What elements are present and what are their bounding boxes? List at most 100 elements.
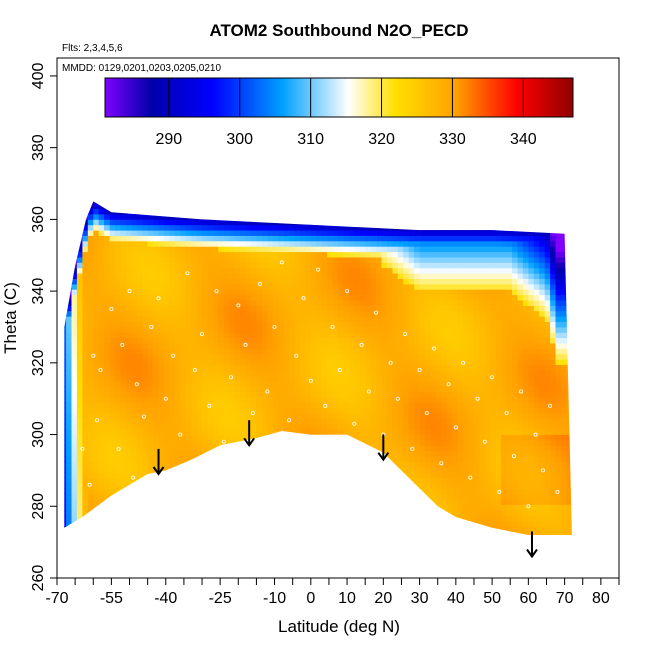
- field-cell: [441, 520, 448, 527]
- field-cell: [441, 321, 448, 328]
- field-cell: [109, 219, 116, 226]
- field-cell: [441, 483, 448, 489]
- field-cell: [386, 337, 393, 344]
- field-cell: [223, 488, 230, 495]
- field-cell: [278, 305, 284, 312]
- field-cell: [93, 257, 100, 263]
- field-cell: [343, 450, 350, 457]
- field-cell: [202, 375, 208, 382]
- field-cell: [180, 321, 187, 328]
- field-cell: [147, 493, 154, 500]
- field-cell: [425, 407, 431, 414]
- field-cell: [267, 251, 274, 258]
- field-cell: [169, 219, 176, 226]
- field-cell: [87, 520, 94, 527]
- field-cell: [212, 520, 219, 527]
- field-cell: [354, 472, 361, 478]
- field-cell: [370, 509, 377, 516]
- field-cell: [109, 201, 116, 204]
- field-cell: [354, 343, 361, 349]
- field-cell: [370, 224, 377, 231]
- field-cell: [310, 499, 317, 505]
- field-cell: [125, 321, 132, 328]
- field-cell: [419, 520, 426, 527]
- field-cell: [142, 359, 148, 365]
- field-cell: [365, 531, 371, 535]
- field-cell: [310, 466, 317, 473]
- field-cell: [180, 434, 187, 441]
- field-cell: [446, 439, 453, 446]
- field-cell: [109, 439, 116, 446]
- field-cell: [457, 493, 464, 500]
- field-cell: [229, 445, 235, 452]
- field-cell: [109, 310, 116, 317]
- field-cell: [359, 246, 366, 253]
- field-cell: [196, 386, 203, 392]
- field-cell: [414, 321, 420, 328]
- field-cell: [419, 208, 426, 215]
- field-cell: [142, 337, 148, 344]
- field-cell: [120, 327, 127, 333]
- field-cell: [212, 278, 219, 285]
- field-cell: [136, 434, 143, 441]
- field-cell: [223, 273, 230, 279]
- field-cell: [185, 240, 192, 247]
- field-cell: [180, 504, 187, 511]
- field-cell: [305, 391, 312, 398]
- field-cell: [229, 413, 235, 419]
- field-cell: [196, 321, 203, 328]
- field-cell: [392, 283, 399, 290]
- field-cell: [125, 386, 132, 392]
- field-cell: [64, 456, 67, 462]
- field-cell: [267, 450, 274, 457]
- field-cell: [381, 445, 388, 452]
- field-cell: [332, 483, 339, 489]
- field-cell: [289, 208, 295, 215]
- field-cell: [169, 375, 176, 382]
- field-cell: [441, 396, 448, 403]
- field-cell: [474, 445, 480, 452]
- field-cell: [267, 402, 274, 409]
- field-cell: [463, 429, 469, 435]
- field-cell: [223, 445, 230, 452]
- field-cell: [316, 526, 322, 532]
- field-cell: [71, 461, 78, 468]
- field-cell: [332, 461, 339, 468]
- field-cell: [430, 531, 437, 535]
- field-cell: [359, 450, 366, 457]
- field-cell: [365, 466, 371, 473]
- field-cell: [212, 461, 219, 468]
- field-cell: [452, 504, 458, 511]
- field-cell: [354, 526, 361, 532]
- field-cell: [174, 257, 181, 263]
- field-cell: [294, 520, 301, 527]
- field-cell: [71, 466, 78, 473]
- field-cell: [66, 391, 72, 398]
- field-cell: [343, 504, 350, 511]
- field-cell: [251, 504, 257, 511]
- field-cell: [76, 488, 83, 495]
- field-cell: [64, 375, 67, 382]
- field-cell: [82, 483, 89, 489]
- field-cell: [234, 423, 241, 430]
- field-cell: [430, 407, 437, 414]
- field-cell: [316, 466, 322, 473]
- field-cell: [142, 278, 148, 285]
- field-cell: [365, 515, 371, 521]
- field-cell: [294, 386, 301, 392]
- field-cell: [463, 327, 469, 333]
- field-cell: [359, 391, 366, 398]
- field-cell: [174, 423, 181, 430]
- field-cell: [397, 423, 404, 430]
- field-cell: [359, 380, 366, 387]
- field-cell: [82, 235, 89, 242]
- field-cell: [397, 526, 404, 532]
- field-cell: [327, 193, 333, 199]
- field-cell: [223, 402, 230, 409]
- field-cell: [430, 201, 437, 204]
- field-cell: [283, 267, 290, 274]
- field-cell: [294, 214, 301, 220]
- field-cell: [82, 251, 89, 258]
- field-cell: [446, 214, 453, 220]
- field-cell: [64, 332, 67, 339]
